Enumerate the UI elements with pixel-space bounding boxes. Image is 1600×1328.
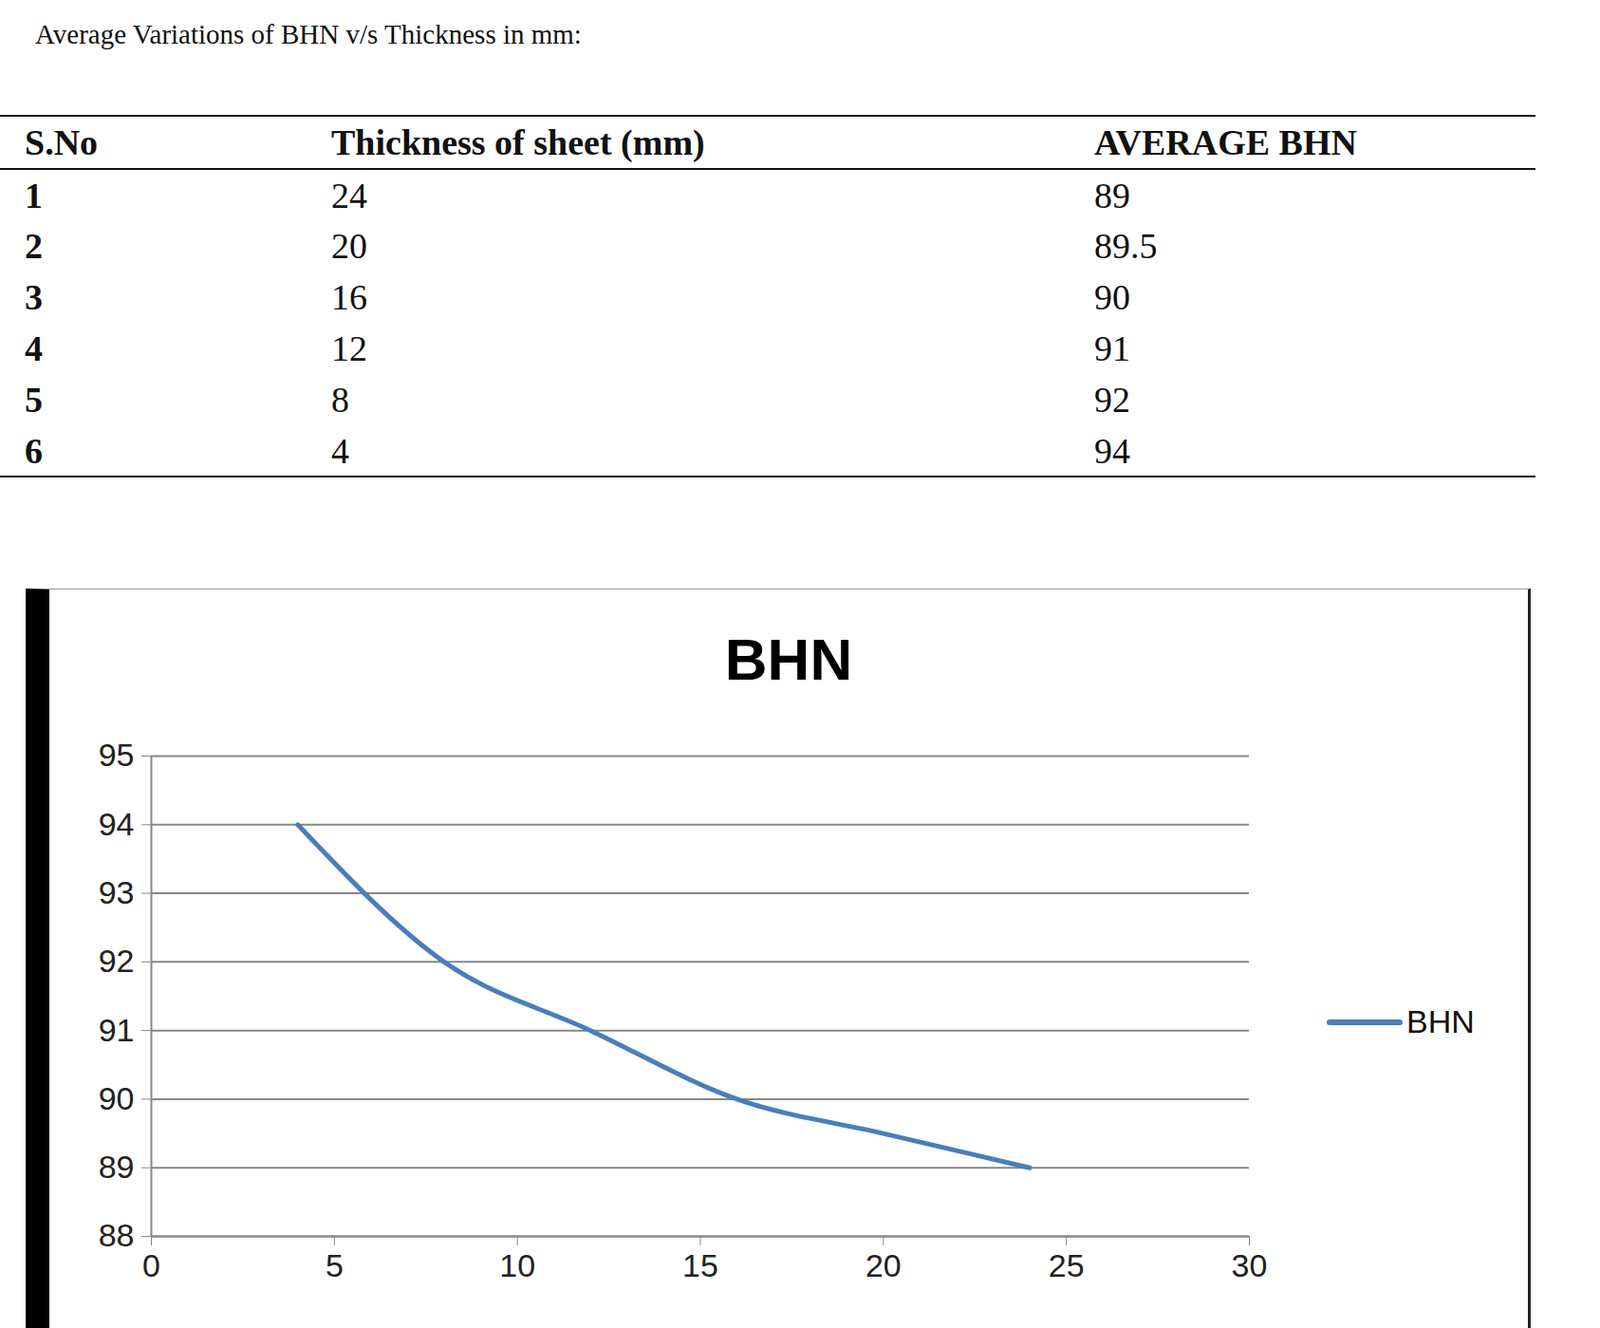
- html-text:89.5: 89.5: [1094, 225, 1158, 266]
- svg-text:0: 0: [142, 1246, 161, 1284]
- svg-text:88: 88: [98, 1216, 135, 1253]
- svg-text:95: 95: [98, 736, 135, 773]
- html-text:92: 92: [1094, 379, 1131, 420]
- html-text:91: 91: [1094, 328, 1131, 369]
- svg-text:93: 93: [98, 874, 135, 911]
- html-text:5: 5: [24, 379, 43, 420]
- html-text:24: 24: [331, 175, 368, 215]
- svg-text:94: 94: [98, 805, 135, 842]
- html-text:89: 89: [1094, 175, 1131, 215]
- html-text:4: 4: [24, 328, 43, 369]
- html-text:16: 16: [331, 277, 368, 317]
- svg-text:90: 90: [98, 1079, 135, 1117]
- html-text:Average Variations of BHN v/s: Average Variations of BHN v/s Thickness …: [35, 18, 582, 50]
- html-text:20: 20: [331, 225, 368, 266]
- html-text:Thickness of sheet (mm): Thickness of sheet (mm): [331, 122, 705, 163]
- html-text:3: 3: [24, 277, 43, 317]
- svg-text:30: 30: [1231, 1246, 1268, 1284]
- svg-text:15: 15: [682, 1246, 719, 1284]
- svg-text:20: 20: [865, 1246, 902, 1284]
- svg-text:5: 5: [325, 1246, 344, 1284]
- svg-text:92: 92: [98, 942, 135, 979]
- svg-text:91: 91: [98, 1011, 135, 1048]
- html-text:94: 94: [1094, 430, 1131, 471]
- html-text:4: 4: [331, 430, 350, 471]
- svg-text:89: 89: [98, 1148, 135, 1185]
- html-text:90: 90: [1094, 277, 1131, 317]
- html-text:AVERAGE BHN: AVERAGE BHN: [1094, 122, 1358, 163]
- svg-text:10: 10: [499, 1246, 536, 1284]
- svg-text:25: 25: [1048, 1246, 1085, 1284]
- html-text:BHN: BHN: [1406, 1003, 1475, 1040]
- html-text:1: 1: [24, 175, 43, 215]
- html-text:12: 12: [331, 328, 368, 369]
- html-text:S.No: S.No: [24, 122, 98, 163]
- html-text:8: 8: [331, 379, 350, 420]
- html-text:6: 6: [24, 430, 43, 471]
- html-text:2: 2: [24, 225, 43, 266]
- html-text:BHN: BHN: [724, 626, 853, 692]
